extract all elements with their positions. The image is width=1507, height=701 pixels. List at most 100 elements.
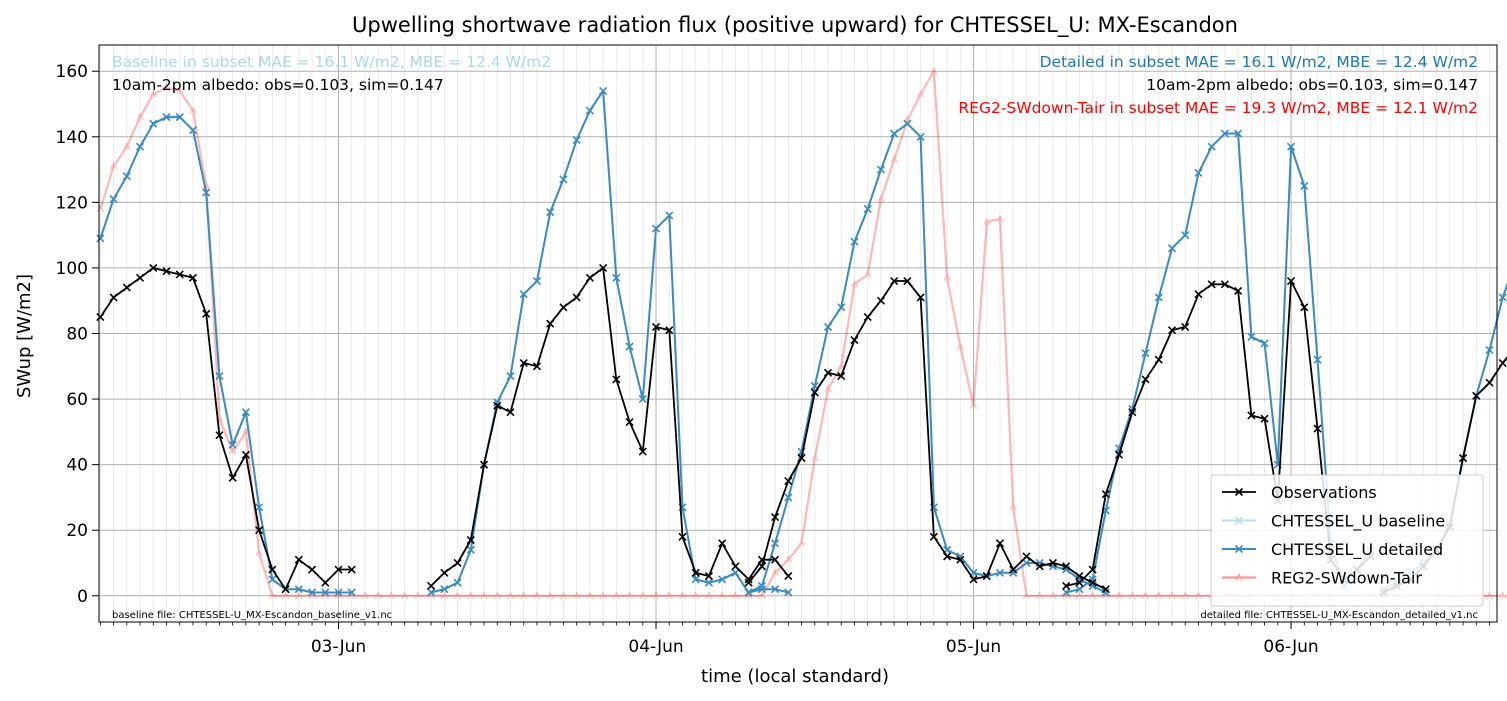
baseline-stats-text: Baseline in subset MAE = 16.1 W/m2, MBE … (112, 53, 551, 71)
data-point-observations (1485, 378, 1494, 387)
data-point-detailed (122, 172, 131, 181)
data-point-reg2 (705, 591, 713, 600)
data-point-detailed (784, 588, 793, 597)
data-point-observations (1220, 280, 1229, 289)
data-point-observations (1128, 408, 1137, 417)
data-point-observations (1498, 358, 1507, 368)
data-point-detailed (1260, 339, 1269, 348)
data-point-reg2 (1181, 591, 1189, 600)
data-point-observations (1260, 414, 1269, 423)
data-point-detailed (307, 588, 317, 597)
data-point-observations (1075, 572, 1084, 581)
data-point-detailed (1154, 293, 1163, 302)
data-point-observations (466, 535, 475, 545)
data-point-reg2 (930, 66, 938, 75)
data-point-detailed (1300, 181, 1309, 191)
legend-label-observations: Observations (1271, 483, 1377, 502)
reg2-stats-text: REG2-SWdown-Tair in subset MAE = 19.3 W/… (958, 99, 1478, 117)
data-point-observations (1458, 454, 1468, 463)
data-point-observations (744, 575, 753, 584)
data-point-observations (982, 572, 991, 581)
data-point-detailed (704, 578, 714, 587)
legend-marker-baseline (1234, 516, 1244, 525)
data-point-reg2 (692, 591, 700, 600)
data-point-reg2 (1141, 591, 1150, 600)
data-point-detailed (188, 126, 198, 135)
data-point-reg2 (626, 591, 634, 600)
data-point-observations (638, 447, 647, 456)
legend-items: Observations CHTESSEL_U baseline CHTESSEL_… (1222, 483, 1445, 588)
data-point-observations (255, 526, 264, 535)
data-point-observations (1194, 290, 1203, 299)
data-point-observations (903, 276, 912, 286)
data-point-reg2 (678, 591, 687, 600)
data-point-observations (162, 267, 171, 276)
data-point-detailed (334, 588, 343, 597)
data-point-observations (1062, 581, 1071, 591)
data-point-observations (1088, 565, 1097, 574)
data-point-reg2 (784, 555, 792, 563)
data-point-reg2 (123, 142, 131, 150)
data-point-observations (241, 450, 250, 459)
data-point-reg2 (890, 155, 898, 164)
legend: Observations CHTESSEL_U baseline CHTESSEL_… (1210, 474, 1484, 607)
data-point-reg2 (136, 112, 144, 121)
data-point-detailed (1181, 231, 1190, 240)
data-point-detailed (612, 273, 621, 282)
y-axis: 0 20 40 60 80 100 120 140 160 (56, 62, 99, 607)
data-point-detailed (916, 132, 925, 141)
data-point-reg2 (996, 214, 1004, 223)
x-tick-label: 03-Jun (311, 637, 366, 657)
data-point-observations (347, 565, 356, 574)
data-point-detailed (135, 142, 145, 151)
data-point-reg2 (176, 86, 184, 95)
data-point-detailed (638, 395, 647, 404)
data-point-observations (307, 565, 317, 574)
data-point-reg2 (970, 401, 978, 409)
data-point-reg2 (559, 591, 567, 600)
data-point-detailed (651, 224, 661, 233)
data-point-detailed (731, 568, 740, 577)
data-point-reg2 (493, 591, 501, 600)
data-point-reg2 (414, 591, 422, 600)
data-point-reg2 (1009, 502, 1017, 511)
data-point-reg2 (1036, 591, 1044, 600)
data-point-detailed (427, 588, 436, 597)
data-point-observations (837, 372, 846, 381)
data-point-detailed (546, 208, 555, 217)
data-point-reg2 (877, 194, 885, 203)
data-point-reg2 (758, 591, 766, 600)
data-point-observations (995, 539, 1005, 548)
data-point-reg2 (546, 591, 554, 600)
legend-marker-detailed (1234, 544, 1244, 554)
data-point-detailed (1313, 355, 1322, 364)
data-point-reg2 (573, 591, 581, 600)
data-point-reg2 (361, 591, 369, 600)
data-point-detailed (876, 165, 885, 174)
y-tick-label: 20 (66, 521, 88, 541)
data-point-reg2 (652, 591, 660, 600)
data-point-observations (956, 555, 965, 564)
data-point-detailed (1101, 588, 1110, 597)
data-point-observations (532, 362, 542, 371)
data-point-detailed (215, 372, 224, 381)
data-point-observations (572, 293, 581, 302)
data-point-reg2 (771, 568, 779, 577)
data-point-detailed (625, 342, 634, 351)
data-point-reg2 (149, 89, 157, 98)
data-point-reg2 (864, 270, 872, 278)
data-point-observations (294, 555, 303, 564)
series-line-observations (1065, 280, 1372, 587)
data-point-detailed (744, 588, 753, 597)
data-point-reg2 (718, 591, 726, 600)
series-line-detailed (99, 116, 352, 594)
data-point-reg2 (639, 591, 647, 600)
data-point-observations (1181, 322, 1190, 332)
data-point-detailed (519, 290, 528, 299)
data-point-detailed (321, 588, 330, 597)
data-point-observations (784, 572, 793, 581)
data-point-observations (585, 273, 594, 282)
data-point-observations (1048, 558, 1057, 568)
data-point-reg2 (1089, 591, 1097, 600)
